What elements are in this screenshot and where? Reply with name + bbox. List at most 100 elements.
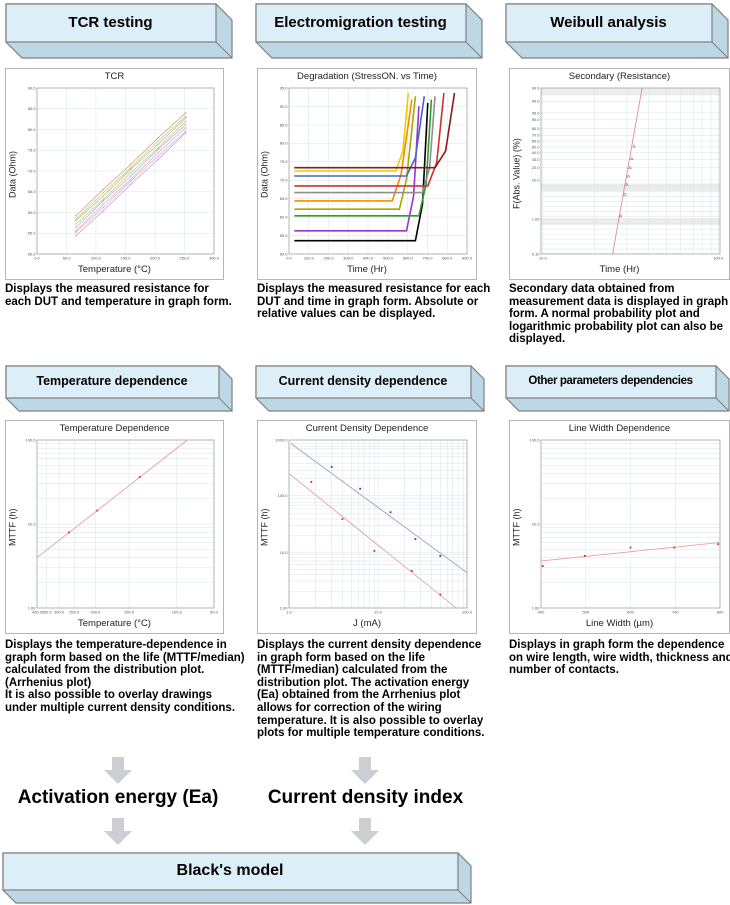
current-density-description: Displays the current density dependence … (257, 639, 485, 740)
svg-text:100.0: 100.0 (304, 256, 315, 261)
svg-text:80.0: 80.0 (532, 126, 541, 131)
svg-text:65.0: 65.0 (28, 189, 37, 194)
svg-text:1.00: 1.00 (532, 605, 541, 610)
flow-box-weibull-analysis: Weibull analysis (505, 3, 729, 59)
svg-text:1.00: 1.00 (532, 217, 541, 222)
down-arrow (351, 757, 379, 784)
chart-title: TCR (104, 71, 125, 82)
svg-text:30.0: 30.0 (532, 157, 541, 162)
svg-text:80.0: 80.0 (28, 127, 37, 132)
svg-text:400.0: 400.0 (32, 610, 43, 615)
svg-text:100.0: 100.0 (277, 493, 288, 498)
svg-text:100.0: 100.0 (172, 610, 183, 615)
flow-box-other-parameters-dependencies: Other parameters dependencies (505, 365, 730, 412)
y-axis-label: F(Abs. Value) (%) (511, 138, 522, 210)
weibull-chart-panel: Secondary (Resistance) F(Abs. Value) (%)… (509, 68, 730, 280)
svg-text:300.0: 300.0 (343, 256, 354, 261)
svg-text:95.0: 95.0 (280, 85, 289, 90)
svg-text:1.00: 1.00 (280, 605, 289, 610)
svg-text:10.0: 10.0 (539, 256, 548, 261)
svg-text:500: 500 (582, 610, 589, 615)
svg-text:1000.0: 1000.0 (275, 437, 288, 442)
svg-text:300.0: 300.0 (54, 610, 65, 615)
flow-box-label: Temperature dependence (36, 374, 188, 389)
output-current-density-index: Current density index (267, 787, 464, 808)
svg-text:80.0: 80.0 (280, 141, 289, 146)
svg-text:200.0: 200.0 (323, 256, 334, 261)
svg-text:150.0: 150.0 (120, 256, 131, 261)
flow-box-electromigration-testing: Electromigration testing (255, 3, 483, 59)
svg-text:100.0: 100.0 (713, 256, 724, 261)
svg-text:60.0: 60.0 (532, 139, 541, 144)
svg-text:90.0: 90.0 (532, 117, 541, 122)
svg-text:800: 800 (717, 610, 724, 615)
svg-text:50.0: 50.0 (63, 256, 72, 261)
svg-text:50.0: 50.0 (28, 251, 37, 256)
svg-text:100.0: 100.0 (91, 256, 102, 261)
svg-text:0.0: 0.0 (286, 256, 292, 261)
svg-text:50.0: 50.0 (280, 251, 289, 256)
y-axis-label: MTTF (h) (511, 508, 522, 546)
svg-text:55.0: 55.0 (280, 233, 289, 238)
flow-box-label: Other parameters dependencies (528, 374, 693, 387)
svg-text:1.0: 1.0 (286, 610, 292, 615)
y-axis-label: MTTF (h) (7, 508, 18, 546)
svg-text:900.0: 900.0 (462, 256, 472, 261)
line-width-chart: 400 500 600 700 800 1.00 10.0 100.0 (529, 437, 724, 615)
svg-text:90.0: 90.0 (28, 85, 37, 90)
down-arrow (104, 757, 132, 784)
y-axis-label: Data (Ohm) (259, 150, 270, 198)
em-description: Displays the measured resistance for eac… (257, 283, 491, 321)
flow-box-label: Current density dependence (278, 374, 448, 389)
svg-text:70.0: 70.0 (532, 133, 541, 138)
flow-box-current-density-dependence: Current density dependence (255, 365, 485, 412)
svg-text:85.0: 85.0 (28, 106, 37, 111)
flow-box-label: Electromigration testing (274, 13, 447, 31)
y-axis-label: MTTF (h) (259, 508, 270, 546)
svg-text:75.0: 75.0 (28, 148, 37, 153)
flow-box-blacks-model: Black's model (2, 852, 472, 904)
svg-text:50.0: 50.0 (210, 610, 219, 615)
current-density-chart-panel: Current Density Dependence MTTF (h) 1.0 1… (257, 420, 477, 634)
svg-text:75.0: 75.0 (280, 159, 289, 164)
svg-text:10.0: 10.0 (28, 521, 37, 526)
svg-text:70.0: 70.0 (28, 168, 37, 173)
other-parameters-description: Displays in graph form the dependence on… (509, 639, 730, 677)
chart-title: Secondary (Resistance) (568, 71, 671, 82)
svg-text:700.0: 700.0 (422, 256, 433, 261)
flow-box-tcr-testing: TCR testing (5, 3, 233, 59)
down-arrow (104, 818, 132, 845)
svg-text:400: 400 (538, 610, 545, 615)
svg-text:10.0: 10.0 (532, 178, 541, 183)
svg-text:250.0: 250.0 (69, 610, 80, 615)
tcr-chart-panel: TCR Data (Ohm) 0.0 50.0 100.0 150.0 200.0 250… (5, 68, 224, 280)
degradation-chart-panel: Degradation (StressON. vs Time) Data (Oh… (257, 68, 477, 280)
weibull-chart: 10.0 100.0 99.9 99.0 95.0 90.0 80.0 70.060.050.… (532, 85, 724, 261)
tcr-chart: 0.0 50.0 100.0 150.0 200.0 250.0 300.050.055.0… (28, 85, 219, 261)
svg-text:10.0: 10.0 (374, 610, 383, 615)
chart-title: Line Width Dependence (568, 423, 671, 434)
degradation-chart: 0.0 100.0 200.0 300.0 400.0 500.0 600.0 700.0 80… (280, 85, 472, 261)
tcr-description: Displays the measured resistance for eac… (5, 283, 232, 308)
svg-text:55.0: 55.0 (28, 231, 37, 236)
svg-text:70.0: 70.0 (280, 178, 289, 183)
svg-text:700: 700 (672, 610, 679, 615)
svg-text:300.0: 300.0 (209, 256, 219, 261)
x-axis-label: Time (Hr) (599, 264, 640, 275)
svg-text:99.9: 99.9 (532, 85, 541, 90)
x-axis-label: Time (Hr) (347, 264, 387, 275)
svg-text:90.0: 90.0 (280, 104, 289, 109)
svg-text:0.10: 0.10 (532, 251, 541, 256)
svg-text:400.0: 400.0 (363, 256, 374, 261)
svg-text:60.0: 60.0 (28, 210, 37, 215)
x-axis-label: Temperature (°C) (78, 264, 151, 275)
output-activation-energy: Activation energy (Ea) (17, 787, 219, 808)
svg-text:1.00: 1.00 (28, 605, 37, 610)
current-density-chart: 1.0 10.0 100.0 1.00 10.0 100.0 1000.0 (275, 437, 472, 615)
svg-text:60.0: 60.0 (280, 215, 289, 220)
svg-text:250.0: 250.0 (179, 256, 190, 261)
svg-text:50.0: 50.0 (532, 144, 541, 149)
svg-text:200.0: 200.0 (150, 256, 161, 261)
svg-text:40.0: 40.0 (532, 150, 541, 155)
